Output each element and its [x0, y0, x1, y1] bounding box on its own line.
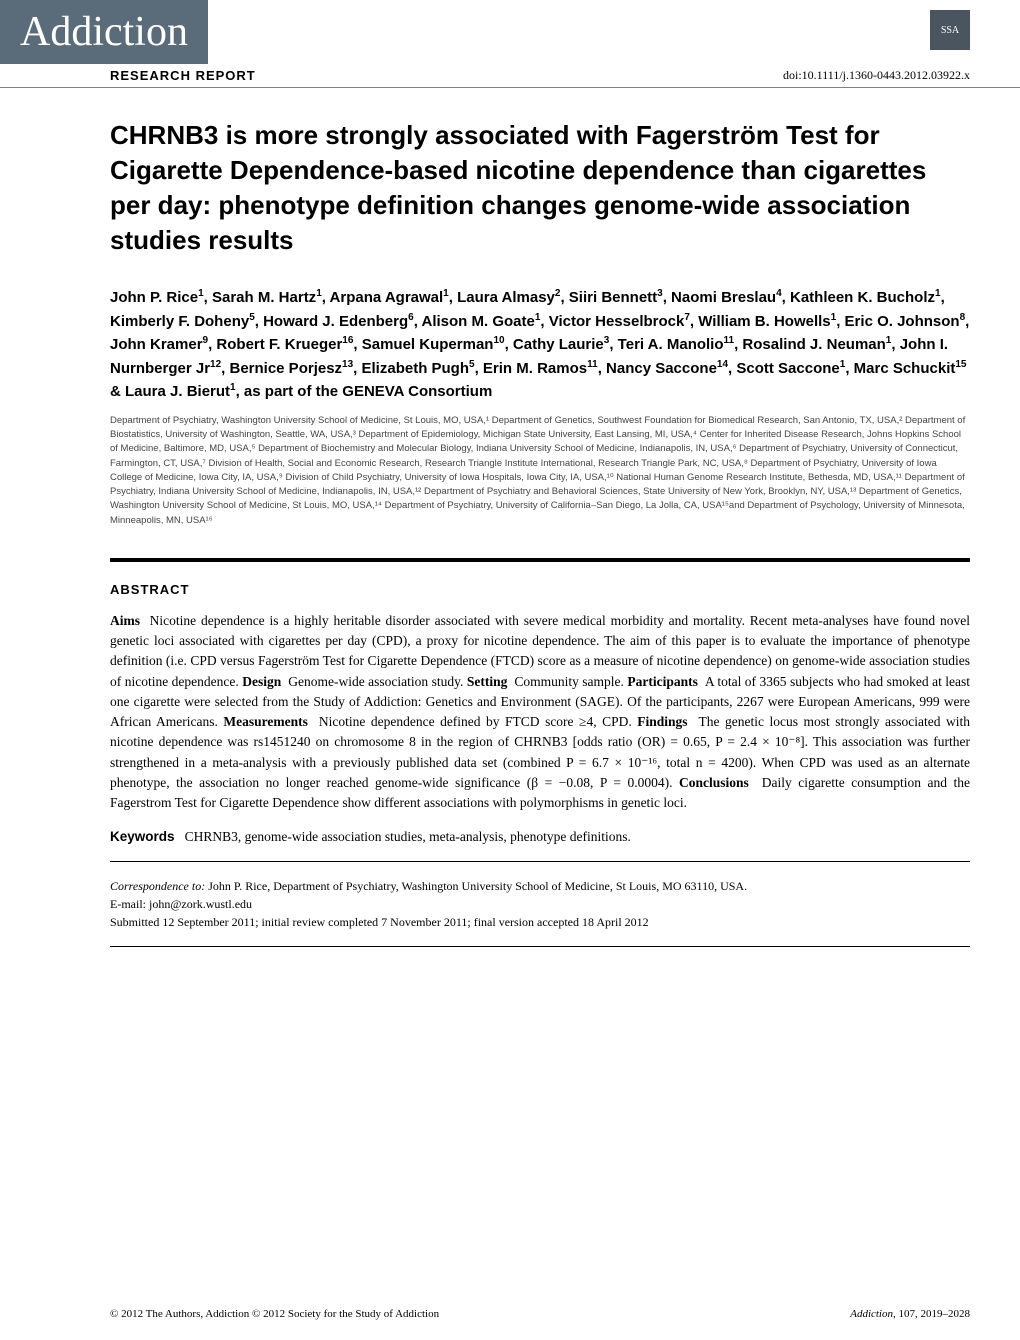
design-text: Genome-wide association study. — [288, 674, 463, 689]
page: Addiction SSA RESEARCH REPORT doi:10.111… — [0, 0, 1020, 947]
conclusions-label: Conclusions — [679, 775, 749, 790]
keywords-line: Keywords CHRNB3, genome-wide association… — [110, 829, 970, 845]
authors-list: John P. Rice1, Sarah M. Hartz1, Arpana A… — [110, 286, 970, 404]
abstract-heading: ABSTRACT — [110, 582, 970, 597]
setting-label: Setting — [467, 674, 508, 689]
email-text: john@zork.wustl.edu — [149, 897, 252, 911]
research-report-label: RESEARCH REPORT — [110, 68, 256, 83]
affiliations-block: Department of Psychiatry, Washington Uni… — [110, 414, 970, 528]
article-title: CHRNB3 is more strongly associated with … — [110, 118, 970, 258]
measurements-label: Measurements — [223, 714, 307, 729]
correspondence-to: John P. Rice, Department of Psychiatry, … — [208, 879, 747, 893]
report-type-bar: RESEARCH REPORT doi:10.1111/j.1360-0443.… — [0, 64, 1020, 88]
findings-label: Findings — [637, 714, 687, 729]
measurements-text: Nicotine dependence defined by FTCD scor… — [319, 714, 632, 729]
divider-thin-top — [110, 861, 970, 862]
keywords-label: Keywords — [110, 829, 175, 844]
publisher-logo-icon: SSA — [930, 10, 970, 50]
abstract-body: Aims Nicotine dependence is a highly her… — [110, 611, 970, 814]
divider-thin-bottom — [110, 946, 970, 947]
design-label: Design — [242, 674, 281, 689]
aims-label: Aims — [110, 613, 140, 628]
copyright-text: © 2012 The Authors, Addiction © 2012 Soc… — [110, 1308, 439, 1320]
participants-label: Participants — [627, 674, 698, 689]
correspondence-block: Correspondence to: John P. Rice, Departm… — [110, 877, 970, 931]
footer: © 2012 The Authors, Addiction © 2012 Soc… — [0, 1308, 1020, 1320]
doi-text: doi:10.1111/j.1360-0443.2012.03922.x — [783, 68, 970, 83]
content-area: CHRNB3 is more strongly associated with … — [0, 88, 1020, 947]
correspondence-label: Correspondence to: — [110, 879, 205, 893]
journal-reference: Addiction, 107, 2019–2028 — [850, 1308, 970, 1320]
setting-text: Community sample. — [514, 674, 624, 689]
submitted-text: Submitted 12 September 2011; initial rev… — [110, 915, 649, 929]
journal-name: Addiction — [0, 0, 208, 64]
header-bar: Addiction SSA — [0, 0, 1020, 64]
email-label: E-mail: — [110, 897, 146, 911]
divider-thick — [110, 558, 970, 562]
keywords-text: CHRNB3, genome-wide association studies,… — [185, 829, 631, 844]
